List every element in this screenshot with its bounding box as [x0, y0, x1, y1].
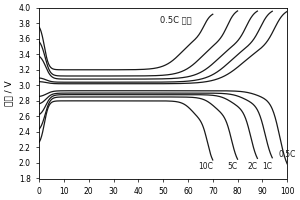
- Y-axis label: 电压 / V: 电压 / V: [4, 80, 13, 106]
- Text: 2C: 2C: [248, 162, 257, 171]
- Text: 10C: 10C: [198, 162, 213, 171]
- Text: 1C: 1C: [262, 162, 272, 171]
- Text: 0.5C 充电: 0.5C 充电: [160, 15, 191, 24]
- Text: 5C: 5C: [227, 162, 238, 171]
- Text: 0.5C: 0.5C: [278, 150, 296, 159]
